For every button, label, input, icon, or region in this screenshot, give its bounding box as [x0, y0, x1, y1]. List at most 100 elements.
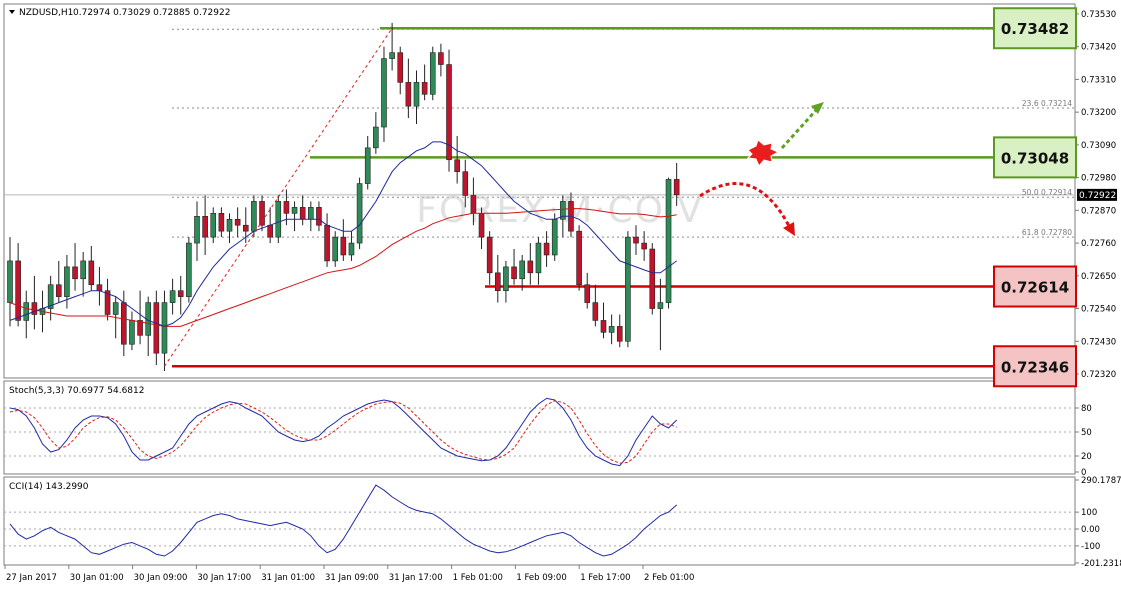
stoch-k-line: [9, 397, 678, 467]
stochastic-indicator: 80 50 20 0: [4, 397, 1092, 478]
bear-candle: [340, 236, 347, 256]
bear-candle: [511, 266, 517, 280]
stoch-tick-label: 0: [1081, 468, 1086, 478]
bull-candle: [169, 290, 176, 303]
watermark: FOREX·M·CO.V: [416, 190, 704, 231]
bear-candle: [15, 260, 21, 321]
stoch-tick-label: 50: [1081, 428, 1092, 438]
current-price-marker: 0.72922: [1077, 188, 1117, 201]
cci-pane[interactable]: [3, 476, 1076, 566]
bull-candle: [535, 242, 542, 274]
cci-tick-label: 290.1787: [1081, 476, 1121, 486]
stoch-tick-label: 80: [1081, 404, 1092, 414]
level-box-s1: [993, 265, 1077, 308]
level-box-label-r2: 0.73482: [1001, 20, 1069, 38]
bull-candle: [560, 201, 566, 220]
bull-candle: [291, 207, 298, 214]
bear-candle: [600, 320, 607, 333]
bear-candle: [649, 248, 656, 309]
price-label: 0.73310: [1081, 75, 1116, 85]
stoch-pane[interactable]: [3, 380, 1076, 475]
bear-candle: [641, 242, 647, 250]
bull-candle: [665, 179, 672, 303]
bull-candle: [389, 52, 395, 59]
price-label: 0.72650: [1081, 272, 1116, 282]
bull-candle: [381, 58, 387, 128]
time-label: 31 Jan 09:00: [325, 573, 379, 583]
bull-candle: [23, 302, 30, 321]
symbol-label: NZDUSD,H1: [19, 8, 73, 18]
bull-candle: [348, 242, 355, 256]
menu-triangle-icon: [9, 10, 15, 14]
time-label: 31 Jan 01:00: [261, 573, 315, 583]
ohlc-label: 0.72974 0.73029 0.72885 0.72922: [73, 8, 230, 18]
fast-moving-average: [9, 141, 677, 327]
bear-candle: [633, 236, 639, 244]
bull-candle: [364, 147, 371, 184]
bull-candle: [413, 82, 420, 107]
level-box-label-s2: 0.72346: [1001, 358, 1069, 376]
bear-candle: [470, 195, 477, 214]
cci-tick-label: -100: [1081, 542, 1100, 552]
bear-candle: [405, 82, 412, 107]
bear-candle: [72, 266, 78, 280]
bear-candle: [88, 260, 95, 286]
time-label: 27 Jan 2017: [6, 573, 57, 583]
price-label: 0.73200: [1081, 108, 1116, 118]
bear-candle: [397, 52, 404, 83]
price-label: 0.72760: [1081, 239, 1116, 249]
time-label: 31 Jan 17:00: [389, 573, 443, 583]
bull-candle: [356, 183, 363, 244]
bear-candle: [494, 272, 501, 291]
cci-tick-label: 0.00: [1081, 525, 1100, 535]
bull-candle: [625, 236, 631, 342]
time-label: 30 Jan 01:00: [70, 573, 124, 583]
bearish-arrow-head: [783, 222, 795, 236]
bearish-projection-arrow: [699, 182, 792, 229]
fib-label-61.8: 61.8 0.72780: [1022, 228, 1072, 237]
stoch-d-line: [9, 400, 677, 464]
bear-candle: [584, 284, 591, 303]
level-boxes: 0.73482 0.73048 0.72614 0.72346: [993, 7, 1077, 388]
bull-candle: [64, 266, 70, 297]
bear-candle: [592, 302, 599, 321]
bull-candle: [47, 284, 54, 309]
time-label: 1 Feb 09:00: [516, 573, 566, 583]
bull-candle: [129, 320, 135, 345]
candlesticks: [7, 22, 680, 372]
bull-candle: [373, 126, 379, 149]
fib-label-23.6: 23.6 0.73214: [1022, 99, 1072, 108]
bull-candle: [194, 215, 200, 244]
projection-arrows: [699, 102, 824, 236]
bull-candle: [657, 302, 664, 309]
bull-candle: [275, 201, 282, 238]
price-label: 0.72320: [1081, 370, 1116, 380]
time-label: 1 Feb 01:00: [453, 573, 503, 583]
fib-label-50.0: 50.0 0.72914: [1022, 188, 1072, 197]
bear-candle: [55, 284, 62, 297]
bull-candle: [7, 260, 13, 303]
price-label: 0.72430: [1081, 337, 1116, 347]
time-label: 30 Jan 17:00: [197, 573, 251, 583]
bull-candle: [519, 260, 525, 280]
bull-candle: [80, 260, 86, 280]
bear-candle: [421, 82, 428, 95]
bear-candle: [446, 64, 452, 161]
cci-line: [9, 484, 678, 557]
price-label: 0.72540: [1081, 305, 1116, 315]
cci-tick-label: -201.2318: [1081, 559, 1121, 569]
bear-candle: [242, 224, 249, 232]
bull-candle: [551, 218, 558, 256]
bear-candle: [543, 242, 550, 256]
moving-averages: [9, 141, 677, 327]
bear-candle: [527, 260, 534, 274]
bull-candle: [332, 236, 339, 262]
bull-candle: [112, 302, 119, 315]
bear-candle: [576, 230, 582, 286]
bear-candle: [104, 290, 111, 315]
bullish-projection-arrow: [780, 106, 820, 150]
bull-candle: [251, 201, 257, 232]
price-label: 0.72870: [1081, 206, 1116, 216]
bear-candle: [478, 213, 485, 238]
